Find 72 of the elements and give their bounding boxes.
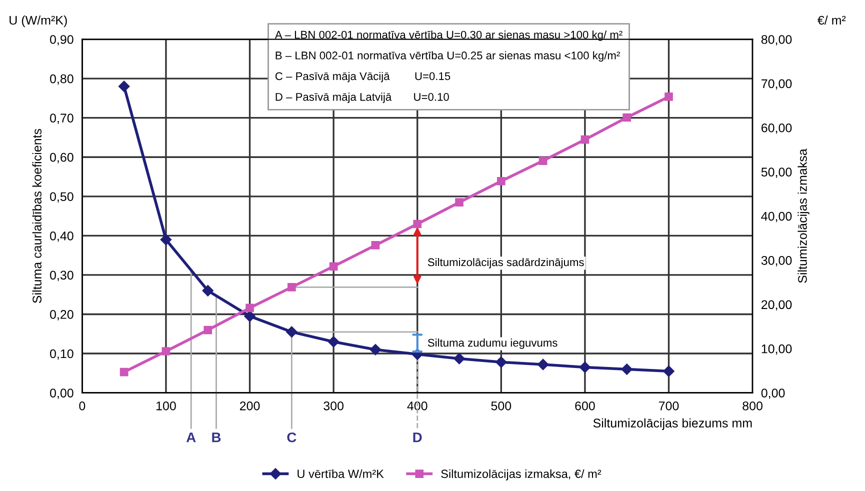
point <box>162 347 170 356</box>
point <box>370 344 382 356</box>
legend-label: U vērtība W/m²K <box>298 469 384 478</box>
point <box>160 234 172 246</box>
y-axis-title: Siltuma caurlaidības koeficients <box>32 128 42 304</box>
y2-tick-label: 70,00 <box>762 79 792 90</box>
annotation: Siltumizolācijas sadārdzinājums <box>428 258 584 268</box>
point <box>118 80 130 92</box>
point <box>328 336 340 348</box>
point <box>663 366 674 377</box>
x-tick-label: 600 <box>575 401 595 410</box>
ref-line-label: B <box>212 432 221 442</box>
point <box>329 262 338 271</box>
y-tick-label: 0,00 <box>50 388 74 399</box>
point <box>580 135 590 144</box>
point <box>496 356 507 368</box>
point <box>454 353 465 364</box>
annotation: D – Pasīvā māja Latvijā U=0.10 <box>276 92 449 104</box>
point <box>246 304 254 312</box>
point <box>288 283 296 292</box>
point <box>202 285 214 296</box>
y-tick-label: 0,60 <box>50 152 74 164</box>
x-tick-label: 800 <box>742 401 762 410</box>
point <box>537 358 549 370</box>
point <box>455 198 464 207</box>
y-tick-label: 0,40 <box>50 231 74 242</box>
y2-tick-label: 50,00 <box>761 168 792 178</box>
y2-tick-label: 10,00 <box>762 344 792 355</box>
point <box>622 113 632 122</box>
x-tick-label: 0 <box>79 401 86 410</box>
legend-label: Siltumizolācijas izmaksa, €/ m² <box>441 469 602 480</box>
y-tick-label: 0,90 <box>50 35 74 46</box>
y-tick-label: 0,20 <box>50 310 74 320</box>
y2-tick-label: 30,00 <box>761 256 792 266</box>
x-tick-label: 400 <box>407 401 428 410</box>
x-tick-label: 100 <box>156 401 176 410</box>
annotation: C – Pasīvā māja Vācijā U=0.15 <box>275 72 450 82</box>
annotation: A – LBN 002-01 normatīva vērtība U=0.30 ar sienas masu >100 kg/ m² <box>274 30 622 41</box>
x-axis-title: Siltumizolācijas biezums mm <box>593 418 752 430</box>
point <box>120 368 128 376</box>
ref-line-label: A <box>186 432 196 442</box>
point <box>496 176 506 186</box>
y2-tick-label: 20,00 <box>762 300 792 311</box>
y2-tick-label: 40,00 <box>761 212 792 222</box>
text: €/ m² <box>818 15 846 25</box>
y2-tick-label: 60,00 <box>762 123 792 134</box>
annotation: Siltuma zudumu ieguvums <box>428 338 558 349</box>
y-tick-label: 0,30 <box>50 270 74 282</box>
point <box>244 310 256 322</box>
y-tick-label: 0,70 <box>50 114 74 124</box>
x-tick-label: 700 <box>658 401 679 410</box>
point <box>538 156 548 165</box>
ref-line-label: D <box>413 432 422 442</box>
y-tick-label: 0,80 <box>50 74 74 85</box>
point <box>286 326 298 338</box>
y2-axis-title: Siltumizolācijas izmaksa <box>798 148 810 283</box>
point <box>664 92 673 101</box>
y-tick-label: 0,10 <box>50 349 74 360</box>
ref-line-label: C <box>287 432 296 442</box>
y2-tick-label: 0,00 <box>761 388 785 399</box>
point <box>579 362 591 373</box>
point <box>204 326 212 334</box>
text: U (W/m²K) <box>10 15 67 28</box>
x-tick-label: 500 <box>491 401 512 410</box>
point <box>621 364 632 375</box>
point <box>371 241 380 250</box>
x-tick-label: 300 <box>324 401 344 410</box>
y-tick-label: 0,50 <box>50 192 74 203</box>
point <box>413 220 422 228</box>
x-tick-label: 200 <box>240 401 260 410</box>
y2-tick-label: 80,00 <box>761 35 792 46</box>
annotation: B – LBN 002-01 normatīva vērtība U=0.25 ar sienas masu <100 kg/m² <box>276 51 620 62</box>
